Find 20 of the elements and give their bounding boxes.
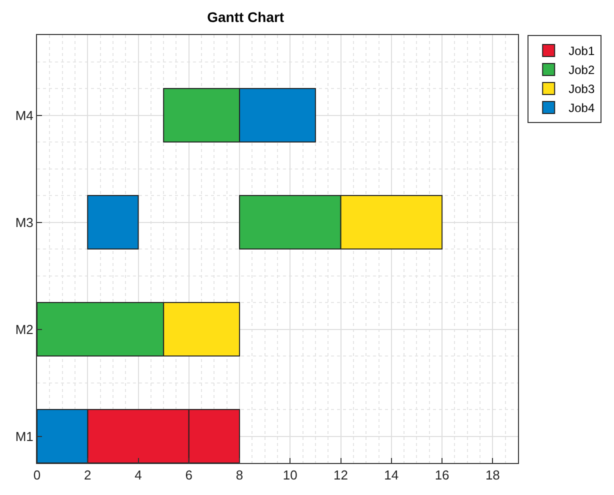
legend-label: Job4 xyxy=(568,101,595,116)
bar xyxy=(87,195,139,250)
x-tick-label: 8 xyxy=(236,468,244,483)
x-tick-label: 16 xyxy=(434,468,450,483)
x-tick-label: 2 xyxy=(84,468,92,483)
x-tick-label: 4 xyxy=(134,468,142,483)
x-tick-label: 14 xyxy=(384,468,399,483)
y-tick-label: M2 xyxy=(15,322,34,337)
y-tick-label: M1 xyxy=(15,428,34,444)
legend-label: Job2 xyxy=(568,63,595,78)
x-tick-label: 0 xyxy=(33,468,41,483)
chart-title: Gantt Chart xyxy=(207,9,284,26)
y-tick-label: M3 xyxy=(15,214,34,230)
x-tick-label: 6 xyxy=(185,468,193,483)
y-tick-label: M4 xyxy=(15,108,34,123)
legend-label: Job1 xyxy=(568,44,595,58)
x-tick-label: 18 xyxy=(485,468,500,483)
x-tick-label: 10 xyxy=(282,468,298,483)
x-tick-label: 12 xyxy=(334,468,348,483)
legend-label: Job3 xyxy=(568,82,595,96)
